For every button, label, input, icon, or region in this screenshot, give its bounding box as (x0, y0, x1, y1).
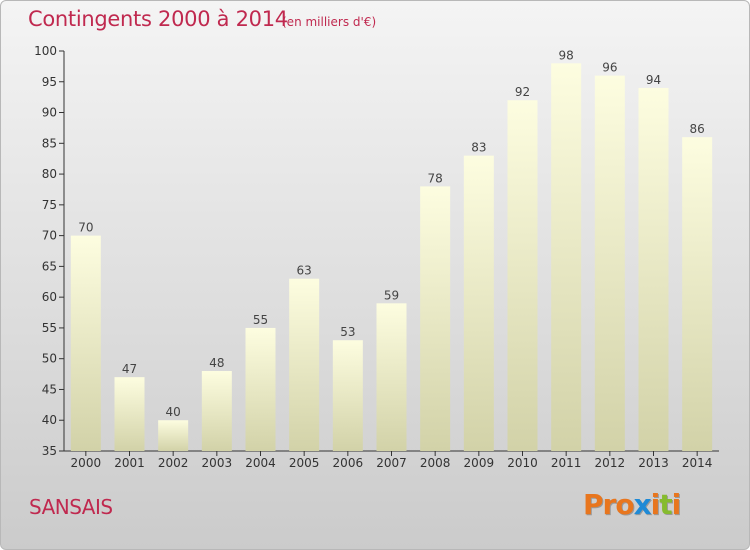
x-tick-label-2005: 2005 (289, 456, 320, 470)
y-tick-label: 55 (42, 321, 57, 335)
logo-letter: P (583, 488, 604, 521)
bar-2011 (551, 63, 582, 452)
x-tick-label-2007: 2007 (376, 456, 407, 470)
bar-2003 (201, 371, 232, 451)
x-tick-label-2006: 2006 (333, 456, 364, 470)
data-label-2012: 96 (602, 61, 617, 75)
x-tick-label-2014: 2014 (682, 456, 713, 470)
logo-letter: x (633, 488, 652, 521)
x-tick-label-2010: 2010 (507, 456, 538, 470)
x-tick-label-2004: 2004 (245, 456, 276, 470)
x-tick-label-2013: 2013 (638, 456, 669, 470)
data-label-2001: 47 (122, 362, 137, 376)
y-tick-label: 95 (42, 75, 57, 89)
x-axis: 2000 2001 2002 2003 2004 2005 2006 2007 2008 2009… (64, 450, 719, 470)
data-label-2003: 48 (209, 356, 224, 370)
bar-2002 (158, 420, 189, 451)
bar-2012 (594, 75, 625, 451)
bar-2004 (245, 327, 276, 451)
y-tick-label: 75 (42, 198, 57, 212)
y-axis: 35 40 45 50 55 60 65 70 75 80 85 90 95 100 (34, 44, 65, 458)
x-tick-label-2011: 2011 (551, 456, 582, 470)
y-tick-label: 50 (42, 352, 57, 366)
bar-2001 (114, 377, 145, 451)
bar-2009 (463, 155, 494, 451)
y-tick-label: 70 (42, 229, 57, 243)
data-label-2013: 94 (646, 73, 661, 87)
bar-2007 (376, 303, 407, 451)
data-label-2011: 98 (559, 48, 574, 62)
x-tick-label-2009: 2009 (464, 456, 495, 470)
data-label-2010: 92 (515, 85, 530, 99)
commune-name: SANSAIS (29, 495, 113, 519)
chart-title: Contingents 2000 à 2014 (28, 7, 288, 31)
x-tick-label-2008: 2008 (420, 456, 451, 470)
x-tick-label-2001: 2001 (114, 456, 145, 470)
logo-letter: i (650, 488, 661, 521)
data-label-2009: 83 (471, 141, 486, 155)
y-tick-label: 85 (42, 136, 57, 150)
bar-2014 (682, 137, 713, 451)
data-label-2014: 86 (690, 122, 705, 136)
data-label-2005: 63 (297, 264, 312, 278)
bar-2006 (332, 340, 363, 451)
data-label-2004: 55 (253, 313, 268, 327)
y-tick-label: 100 (34, 44, 57, 58)
y-tick-label: 45 (42, 382, 57, 396)
x-tick-label-2000: 2000 (71, 456, 102, 470)
data-labels: 70 47 40 48 55 63 53 59 78 83 92 98 96 94 86 (78, 48, 705, 419)
bar-2010 (507, 100, 538, 451)
data-label-2000: 70 (78, 221, 93, 235)
bar-2008 (420, 186, 451, 451)
logo-letter: o (615, 488, 634, 521)
bars (70, 63, 713, 452)
data-label-2006: 53 (340, 325, 355, 339)
proxiti-logo[interactable]: Proxiti (583, 488, 682, 521)
data-label-2002: 40 (166, 405, 181, 419)
x-tick-label-2003: 2003 (202, 456, 233, 470)
y-tick-label: 65 (42, 259, 57, 273)
logo-letter: r (602, 488, 617, 521)
chart-subtitle: (en milliers d'€) (282, 15, 377, 29)
bar-2005 (289, 278, 320, 451)
y-tick-label: 80 (42, 167, 57, 181)
y-tick-label: 60 (42, 290, 57, 304)
data-label-2007: 59 (384, 288, 399, 302)
logo-letter: t (659, 488, 672, 521)
x-tick-label-2012: 2012 (595, 456, 626, 470)
y-tick-label: 35 (42, 444, 57, 458)
y-tick-label: 90 (42, 106, 57, 120)
x-tick-label-2002: 2002 (158, 456, 189, 470)
data-label-2008: 78 (428, 171, 443, 185)
logo-letter: i (671, 488, 682, 521)
bar-2000 (70, 235, 101, 451)
bar-2013 (638, 87, 669, 451)
y-tick-label: 40 (42, 413, 57, 427)
